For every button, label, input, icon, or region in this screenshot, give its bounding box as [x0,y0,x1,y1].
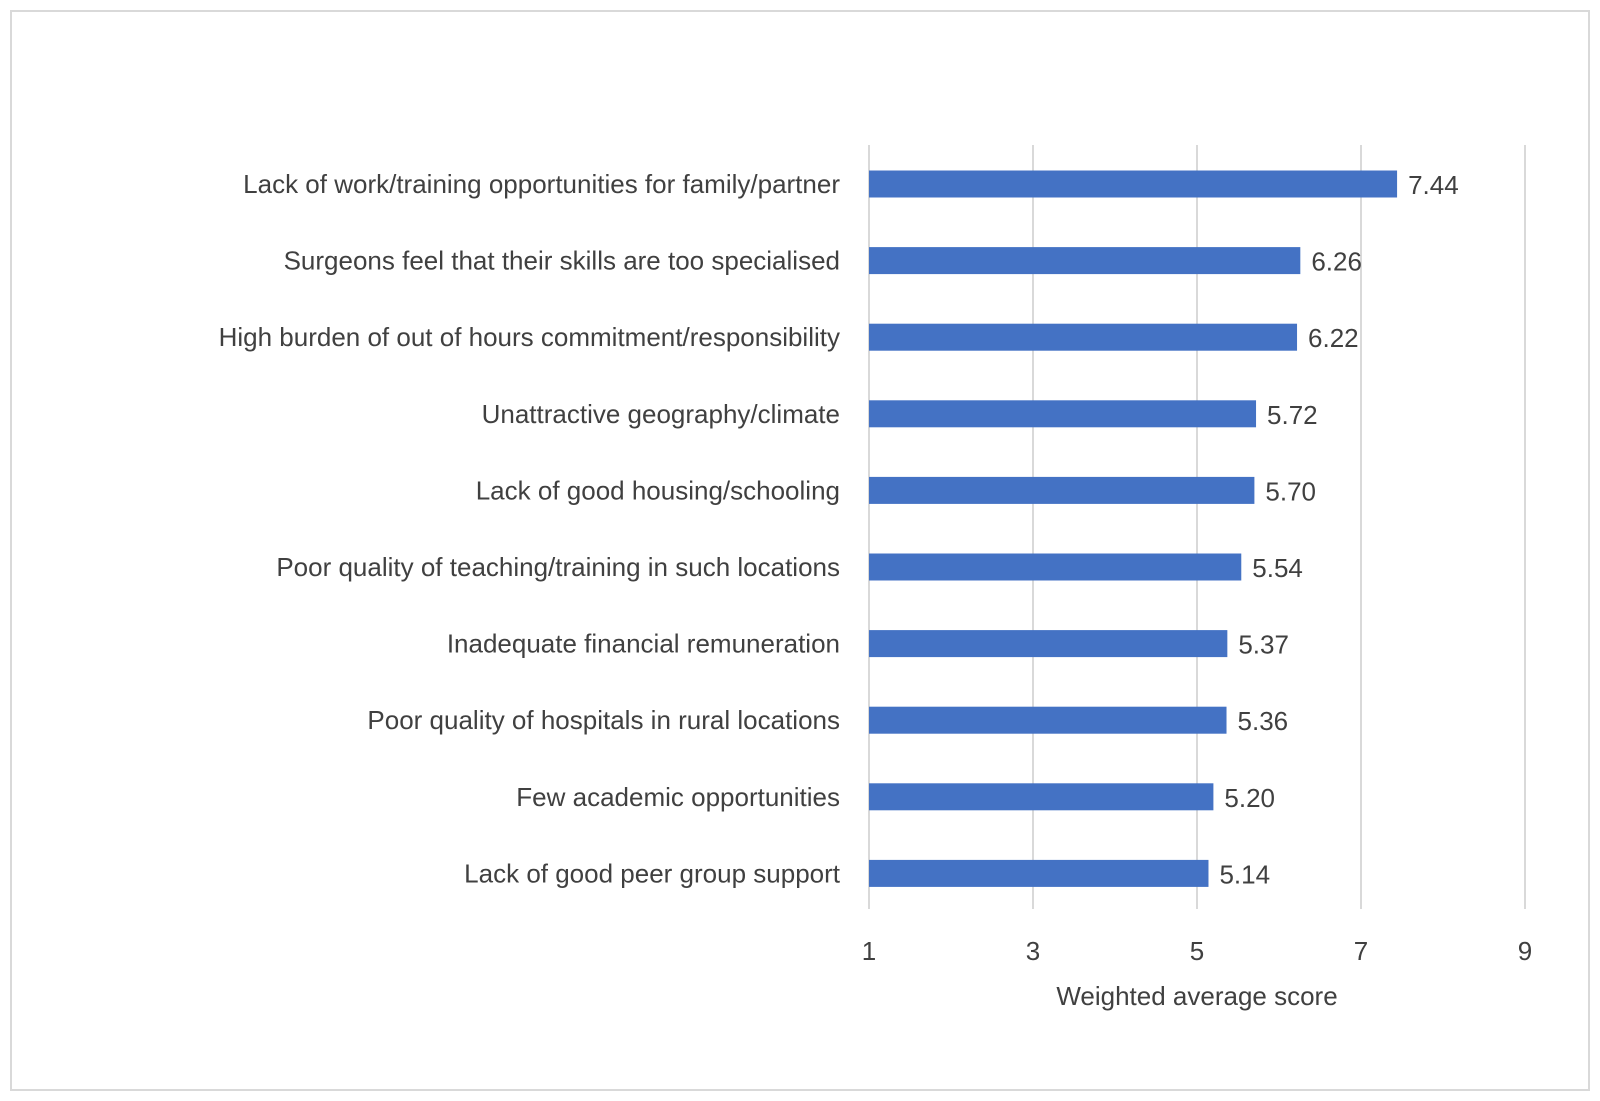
bar [869,553,1242,581]
data-label: 5.54 [1252,553,1303,583]
category-label: Few academic opportunities [516,782,840,812]
bars [869,170,1398,887]
bar [869,476,1255,504]
data-label: 5.36 [1238,706,1289,736]
bar [869,859,1209,887]
x-tick-label: 3 [1026,936,1040,966]
bar-chart: Lack of work/training opportunities for … [219,145,1532,1011]
bar [869,400,1257,428]
bar [869,170,1398,198]
x-tick-label: 1 [862,936,876,966]
category-label: Surgeons feel that their skills are too … [284,246,840,276]
category-label: Poor quality of teaching/training in suc… [276,552,840,582]
category-label: Inadequate financial remuneration [447,629,840,659]
data-label: 6.22 [1308,323,1359,353]
bar [869,247,1301,275]
category-label: Lack of good peer group support [464,858,841,888]
category-label: Lack of good housing/schooling [476,475,840,505]
data-label: 5.37 [1238,630,1289,660]
data-label: 5.20 [1224,783,1275,813]
category-label: High burden of out of hours commitment/r… [219,322,840,352]
category-label: Unattractive geography/climate [482,399,840,429]
data-label: 5.14 [1219,859,1270,889]
bar [869,630,1228,658]
x-tick-label: 7 [1354,936,1368,966]
category-labels: Lack of work/training opportunities for … [219,169,841,888]
category-label: Poor quality of hospitals in rural locat… [367,705,840,735]
data-label: 5.72 [1267,400,1318,430]
bar [869,323,1298,351]
x-tick-label: 5 [1190,936,1204,966]
data-label: 5.70 [1265,476,1316,506]
x-tick-label: 9 [1518,936,1532,966]
category-label: Lack of work/training opportunities for … [243,169,840,199]
bar [869,783,1214,811]
data-label: 7.44 [1408,170,1459,200]
x-axis-title: Weighted average score [1056,981,1337,1011]
data-label: 6.26 [1311,247,1362,277]
bar [869,706,1227,734]
chart-frame: Lack of work/training opportunities for … [10,10,1590,1091]
x-axis-ticks: 1 3 5 7 9 [862,936,1532,966]
value-labels: 7.44 6.26 6.22 5.72 5.70 5.54 5.37 5.36 5.20 5.14 [1219,170,1458,889]
